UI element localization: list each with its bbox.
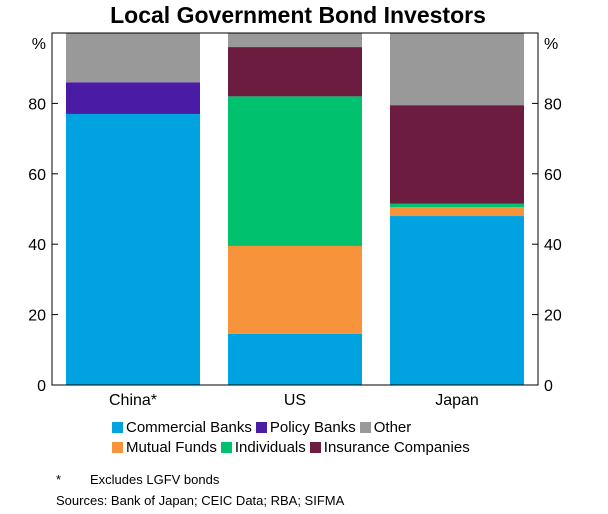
plot-frame [51,32,539,386]
legend-commercial-banks: Commercial Banks [126,419,252,436]
x-tick-label: China* [109,392,157,409]
bar-us-commercial-banks [228,333,362,385]
x-tick-label: US [284,392,306,409]
y-tick-label-right: 0 [544,378,553,395]
y-tick-label-left: 20 [28,308,46,325]
y-tick-label-right: 40 [544,237,562,254]
y-tick-label-left: 0 [37,378,46,395]
bar-us-other [228,33,362,48]
footnote-marker: * [56,472,62,487]
swatch-insurance-companies [309,442,321,453]
swatch-mutual-funds [112,442,123,453]
y-unit-label-right: % [544,36,558,53]
y-tick-label-right: 20 [544,308,562,325]
y-tick-label-left: 40 [28,237,46,254]
bar-us-insurance-companies [228,47,362,97]
legend-mutual-funds: Mutual Funds [126,439,217,456]
bar-us-individuals [228,96,362,246]
x-tick-label: Japan [435,392,479,409]
legend-other: Other [373,419,412,436]
legend-policy-banks: Policy Banks [269,419,356,436]
axes-group: China* US Japan 0 0 20 20 40 40 60 60 80 80%% [28,36,562,409]
chart-title: Local Government Bond Investors [110,2,486,28]
legend-row-2: Mutual Funds Individuals Insurance Compa… [112,439,470,456]
bar-china-commercial-banks [66,113,200,386]
y-tick-label-left: 80 [28,96,46,113]
bar-china-other [66,33,200,83]
swatch-individuals [220,442,232,453]
bar-japan-mutual-funds [390,207,524,217]
y-unit-label-left: % [32,36,46,53]
y-tick-label-right: 80 [544,96,562,113]
bar-china-policy-banks [66,82,200,114]
swatch-policy-banks [255,422,267,433]
stacked-bar-chart: China* US Japan 0 0 20 20 40 40 60 60 80 80%% [28,32,562,409]
sources-note: Sources: Bank of Japan; CEIC Data; RBA; … [56,493,345,508]
legend-individuals: Individuals [234,439,306,456]
y-tick-label-left: 60 [28,167,46,184]
bar-japan-commercial-banks [390,216,524,385]
bar-japan-insurance-companies [390,105,524,204]
bar-japan-other [390,33,524,106]
swatch-commercial-banks [112,422,123,433]
legend-insurance-companies: Insurance Companies [323,439,470,456]
swatch-other [359,422,371,433]
legend-row-1: Commercial Banks Policy Banks Other [112,419,411,436]
footnote-text: Excludes LGFV bonds [90,472,220,487]
bar-japan-individuals [390,203,524,208]
y-tick-label-right: 60 [544,167,562,184]
bar-us-mutual-funds [228,245,362,334]
bars-group [66,33,524,386]
